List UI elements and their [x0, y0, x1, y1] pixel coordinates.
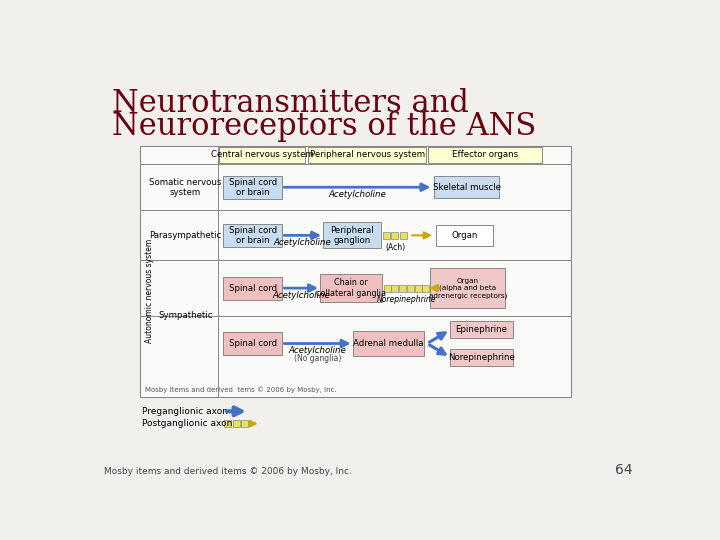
Text: Central nervous system: Central nervous system — [211, 151, 314, 159]
Bar — [383, 232, 390, 239]
Bar — [241, 420, 248, 427]
FancyBboxPatch shape — [223, 332, 282, 355]
FancyBboxPatch shape — [219, 147, 305, 164]
Text: Spinal cord: Spinal cord — [229, 339, 276, 348]
Text: Neurotransmitters and: Neurotransmitters and — [112, 88, 469, 119]
FancyBboxPatch shape — [428, 147, 542, 164]
FancyBboxPatch shape — [323, 222, 381, 248]
Text: Acetylcholine: Acetylcholine — [274, 238, 332, 247]
Text: Chain or
collateral ganglia: Chain or collateral ganglia — [316, 279, 386, 298]
FancyBboxPatch shape — [431, 268, 505, 308]
Bar — [423, 285, 429, 292]
Text: Spinal cord: Spinal cord — [229, 284, 276, 293]
Text: Postganglionic axon: Postganglionic axon — [142, 419, 233, 428]
Text: Adrenal medulla: Adrenal medulla — [353, 339, 423, 348]
FancyBboxPatch shape — [436, 225, 493, 246]
Bar — [224, 420, 231, 427]
Text: Skeletal muscle: Skeletal muscle — [433, 183, 500, 192]
Bar — [407, 285, 414, 292]
FancyBboxPatch shape — [140, 146, 570, 397]
Text: Acetylcholine: Acetylcholine — [328, 190, 386, 199]
Text: Spinal cord
or brain: Spinal cord or brain — [229, 178, 276, 197]
Text: Parasympathetic: Parasympathetic — [149, 231, 222, 240]
FancyBboxPatch shape — [223, 276, 282, 300]
Text: Norepinephrine: Norepinephrine — [377, 295, 437, 303]
FancyBboxPatch shape — [223, 224, 282, 247]
Text: Acetylcholine: Acetylcholine — [289, 346, 346, 355]
FancyBboxPatch shape — [223, 176, 282, 199]
Text: Peripheral nervous system: Peripheral nervous system — [310, 151, 425, 159]
Text: (No ganglia): (No ganglia) — [294, 354, 341, 363]
FancyBboxPatch shape — [353, 331, 424, 356]
Bar — [384, 285, 391, 292]
Text: Somatic nervous
system: Somatic nervous system — [149, 178, 222, 197]
Bar — [415, 285, 422, 292]
Text: Mosby items and derived  tems © 2006 by Mosby, Inc.: Mosby items and derived tems © 2006 by M… — [145, 386, 337, 393]
Text: Autonomic nervous system: Autonomic nervous system — [145, 239, 154, 343]
Text: Sympathetic: Sympathetic — [158, 312, 212, 320]
Bar — [400, 232, 407, 239]
Text: Organ
(alpha and beta
adrenergic receptors): Organ (alpha and beta adrenergic recepto… — [428, 278, 507, 299]
FancyBboxPatch shape — [307, 147, 426, 164]
Bar — [392, 232, 398, 239]
Text: Effector organs: Effector organs — [452, 151, 518, 159]
Text: Organ: Organ — [451, 231, 477, 240]
Bar — [399, 285, 406, 292]
Text: Epinephrine: Epinephrine — [455, 325, 508, 334]
Text: Acetylcholine: Acetylcholine — [272, 291, 330, 300]
Text: Neuroreceptors of the ANS: Neuroreceptors of the ANS — [112, 111, 536, 142]
Text: Mosby items and derived items © 2006 by Mosby, Inc.: Mosby items and derived items © 2006 by … — [104, 467, 352, 476]
Text: Peripheral
ganglion: Peripheral ganglion — [330, 226, 374, 245]
Bar — [233, 420, 240, 427]
Text: Spinal cord
or brain: Spinal cord or brain — [229, 226, 276, 245]
FancyBboxPatch shape — [434, 177, 499, 198]
FancyBboxPatch shape — [320, 274, 382, 302]
FancyBboxPatch shape — [449, 349, 513, 366]
Bar — [392, 285, 398, 292]
Text: 64: 64 — [615, 463, 632, 477]
Text: Preganglionic axon: Preganglionic axon — [142, 407, 228, 416]
FancyBboxPatch shape — [449, 321, 513, 338]
Text: Norepinephrine: Norepinephrine — [448, 353, 515, 362]
Text: (Ach): (Ach) — [386, 242, 406, 252]
